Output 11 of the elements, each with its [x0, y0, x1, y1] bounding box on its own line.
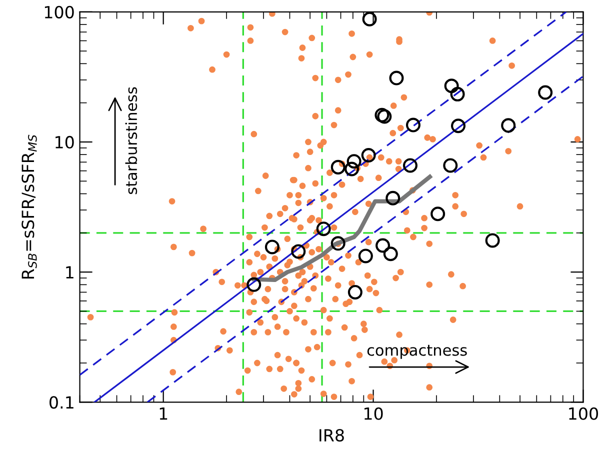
- x-tick-label: 100: [569, 407, 598, 420]
- y-tick-label: 100: [44, 6, 74, 18]
- annotation: compactness: [367, 344, 467, 359]
- y-axis-title: R$_{SB}$=sSFR/sSFR$_{MS}$: [22, 134, 37, 278]
- x-tick-label: 1: [160, 408, 168, 420]
- x-axis-title: IR8: [320, 429, 344, 442]
- y-tick-label: 1: [66, 266, 74, 278]
- y-tick-label: 0.1: [50, 396, 74, 409]
- annotation: starburstiness: [125, 87, 138, 194]
- y-tick-label: 10: [56, 136, 74, 149]
- x-tick-label: 10: [364, 407, 383, 420]
